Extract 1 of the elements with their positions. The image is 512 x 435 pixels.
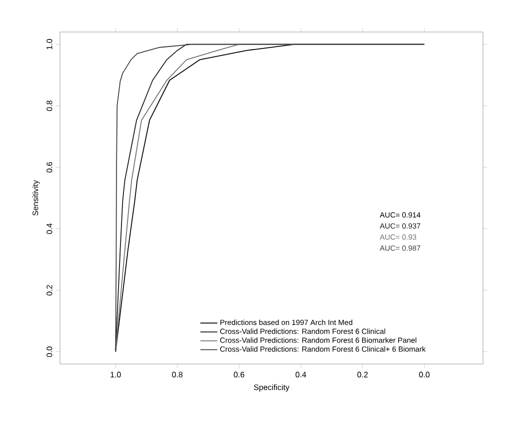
line-series [115,44,425,352]
